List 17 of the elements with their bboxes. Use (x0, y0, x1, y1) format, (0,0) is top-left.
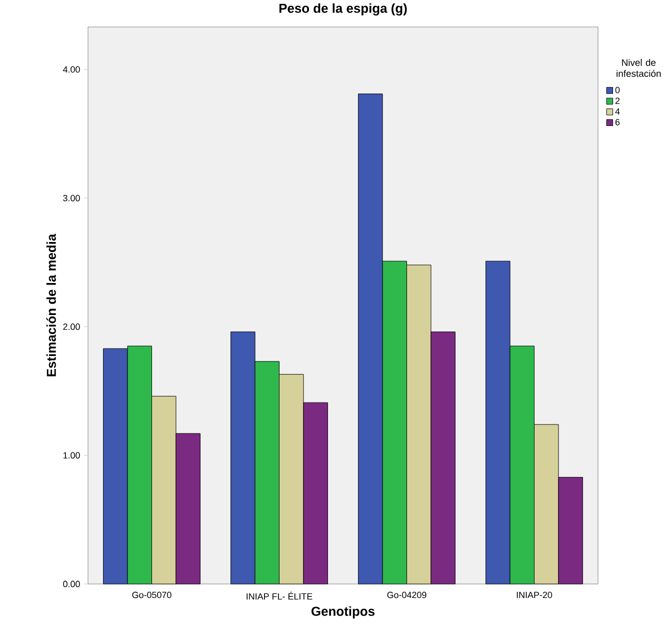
x-tick-label: INIAP-20 (516, 592, 552, 598)
y-tick-label: 4.00 (62, 66, 80, 73)
y-tick-label: 1.00 (63, 452, 80, 459)
x-tick-label: Go-05070 (132, 592, 172, 598)
legend-label: 4 (615, 108, 620, 115)
y-tick-label: 2.00 (63, 324, 80, 330)
y-axis-title: Estimación de la media (46, 234, 56, 376)
legend-label: 6 (615, 118, 620, 126)
legend-title: Nivel de infestación (616, 59, 661, 77)
legend-label: 2 (615, 98, 620, 104)
y-tick-label: 3.00 (63, 194, 80, 202)
y-tick-label: 0.00 (63, 580, 80, 588)
legend-label: 0 (615, 86, 620, 94)
x-axis-title: Genotipos (312, 606, 375, 618)
x-tick-label: INIAP FL- ÉLITE (246, 592, 312, 600)
x-tick-label: Go-04209 (387, 592, 426, 598)
chart-title: Peso de la espiga (g) (279, 3, 407, 16)
